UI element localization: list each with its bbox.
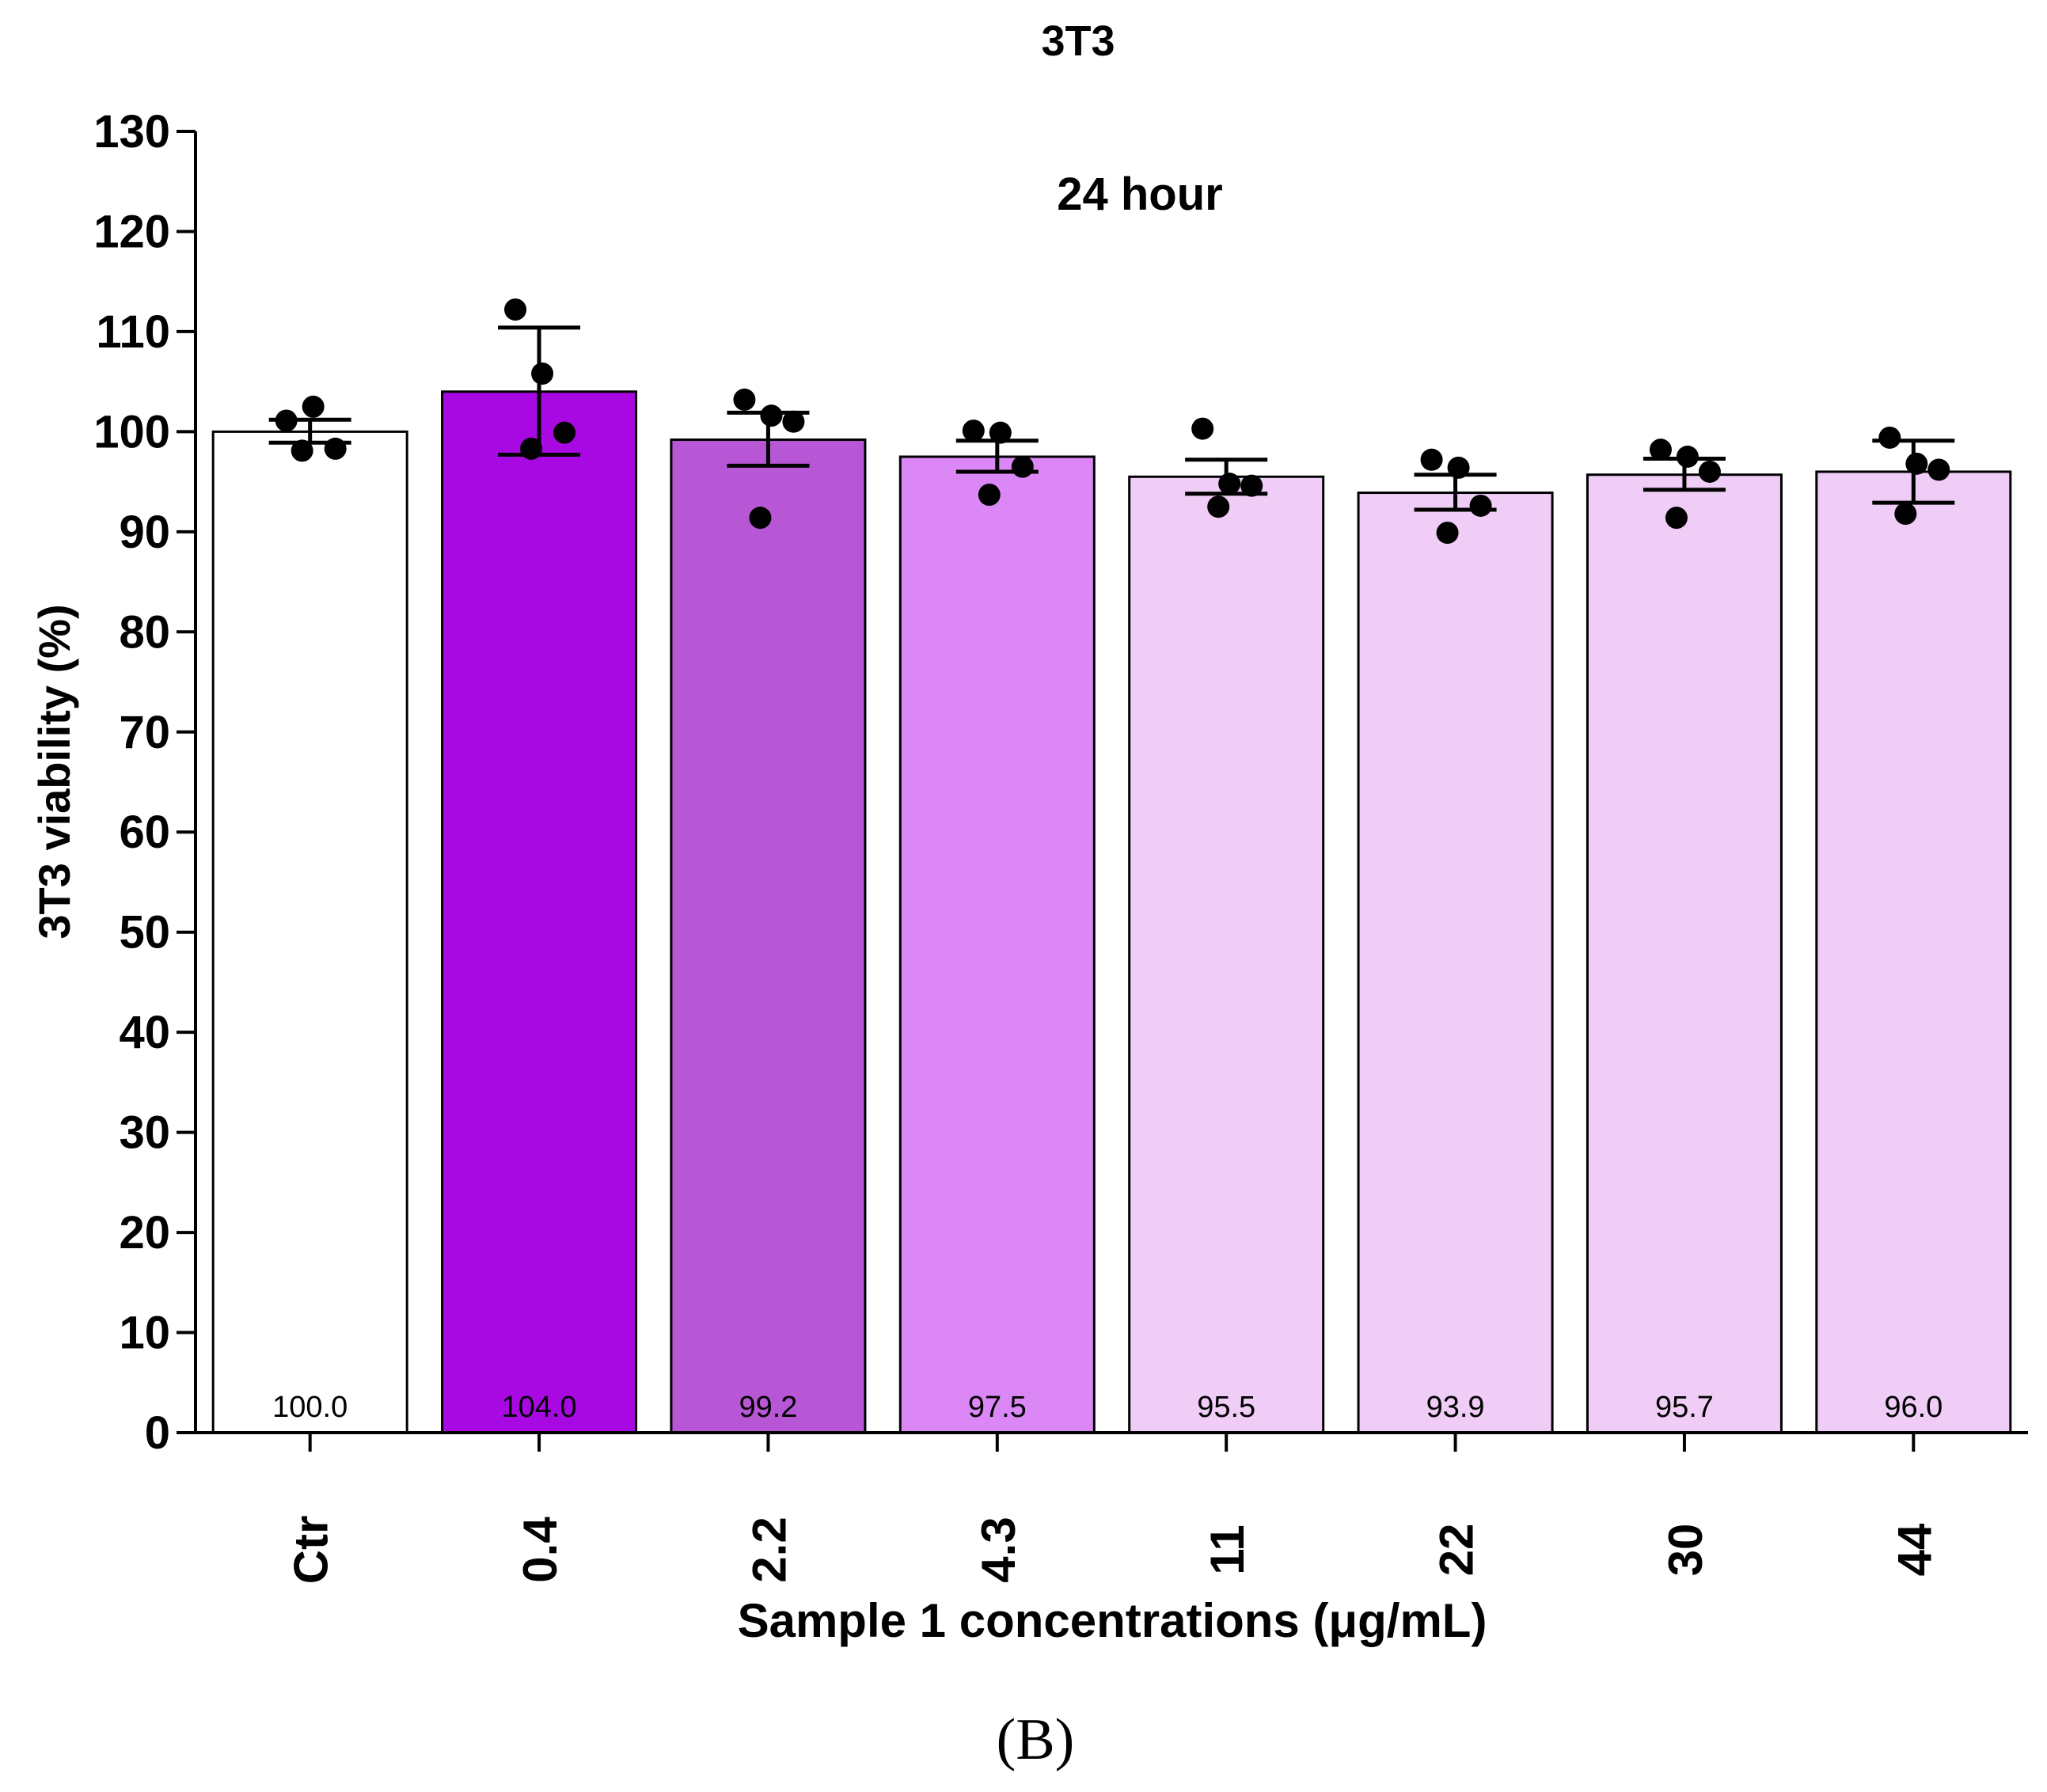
data-point: [1878, 426, 1901, 449]
y-tick-label: 70: [119, 707, 170, 758]
y-tick-label: 30: [119, 1107, 170, 1159]
data-point: [978, 484, 1001, 507]
data-point: [275, 409, 298, 432]
x-tick-label: 44: [1888, 1523, 1941, 1576]
y-tick-label: 20: [119, 1207, 170, 1259]
y-tick-label: 60: [119, 807, 170, 858]
x-tick-label: 4.3: [972, 1517, 1025, 1582]
bar-11: [1128, 475, 1325, 1434]
bar-44: [1815, 470, 2012, 1434]
data-point: [531, 363, 554, 385]
data-point: [1436, 522, 1459, 545]
data-point: [324, 437, 347, 460]
data-point: [291, 439, 313, 462]
data-point: [1240, 474, 1263, 497]
x-ticks-layer: Ctr 0.4 2.2 4.3 11 22 30 44: [285, 1433, 1941, 1585]
bar-value-label: 96.0: [1884, 1391, 1943, 1424]
chart-title: 3T3: [1041, 17, 1115, 65]
panel-label: (B): [997, 1707, 1075, 1772]
y-tick-label: 90: [119, 507, 170, 558]
data-point: [760, 404, 783, 427]
data-point: [1011, 455, 1034, 478]
bar-Ctr: [211, 430, 408, 1434]
bars-layer: [211, 390, 2012, 1434]
x-tick-label: 11: [1201, 1524, 1254, 1574]
y-tick-label: 100: [93, 406, 170, 457]
bar-value-label: 100.0: [272, 1391, 347, 1424]
data-point: [1698, 460, 1721, 483]
x-tick-label: 0.4: [514, 1517, 567, 1583]
bar-22: [1357, 492, 1554, 1434]
bar-2.2: [670, 439, 867, 1434]
bar-value-label: 99.2: [739, 1391, 797, 1424]
chart-subtitle: 24 hour: [1057, 169, 1223, 220]
data-point: [749, 507, 772, 530]
data-point: [1469, 494, 1492, 517]
bar-value-label: 104.0: [502, 1391, 577, 1424]
data-point: [520, 437, 543, 460]
y-tick-label: 130: [93, 106, 170, 158]
data-point: [1676, 446, 1699, 468]
bar-0.4: [441, 390, 638, 1434]
y-ticks-layer: 0 10 20 30 40 50 60 70 80 90 100 110 120 130: [93, 106, 196, 1459]
axes-layer: [194, 131, 2028, 1434]
y-tick-label: 120: [93, 206, 170, 257]
bar-30: [1586, 473, 1783, 1434]
data-point: [782, 410, 805, 433]
x-tick-label: Ctr: [285, 1516, 338, 1585]
data-point: [1447, 456, 1470, 479]
x-tick-label: 30: [1659, 1524, 1712, 1577]
data-point: [302, 395, 325, 418]
bar-4.3: [898, 455, 1096, 1434]
data-point: [1191, 417, 1214, 440]
data-points-layer: [275, 298, 1950, 545]
data-point: [989, 421, 1012, 444]
x-axis-label: Sample 1 concentrations (μg/mL): [738, 1594, 1487, 1647]
data-point: [1905, 452, 1928, 475]
data-point: [1649, 439, 1672, 461]
data-point: [1894, 503, 1917, 526]
bar-value-label: 93.9: [1426, 1391, 1485, 1424]
y-tick-label: 80: [119, 606, 170, 658]
data-point: [733, 388, 756, 411]
bar-value-label: 97.5: [968, 1391, 1027, 1424]
data-point: [962, 420, 985, 442]
bar-value-label: 95.7: [1655, 1391, 1714, 1424]
data-point: [504, 298, 527, 321]
value-labels-layer: 100.0 104.0 99.2 97.5 95.5 93.9 95.7 96.0: [272, 1391, 1943, 1424]
x-tick-label: 22: [1430, 1524, 1483, 1577]
data-point: [553, 421, 576, 444]
y-tick-label: 10: [119, 1308, 170, 1359]
y-tick-label: 110: [96, 306, 170, 358]
x-tick-label: 2.2: [742, 1517, 796, 1582]
data-point: [1927, 458, 1950, 481]
bar-value-label: 95.5: [1197, 1391, 1255, 1424]
data-point: [1420, 448, 1443, 471]
y-axis-label: 3T3 viability (%): [29, 604, 79, 939]
data-point: [1207, 495, 1230, 518]
y-tick-label: 40: [119, 1007, 170, 1058]
data-point: [1218, 473, 1241, 495]
y-tick-label: 0: [145, 1407, 170, 1459]
y-tick-label: 50: [119, 907, 170, 959]
data-point: [1665, 507, 1688, 530]
